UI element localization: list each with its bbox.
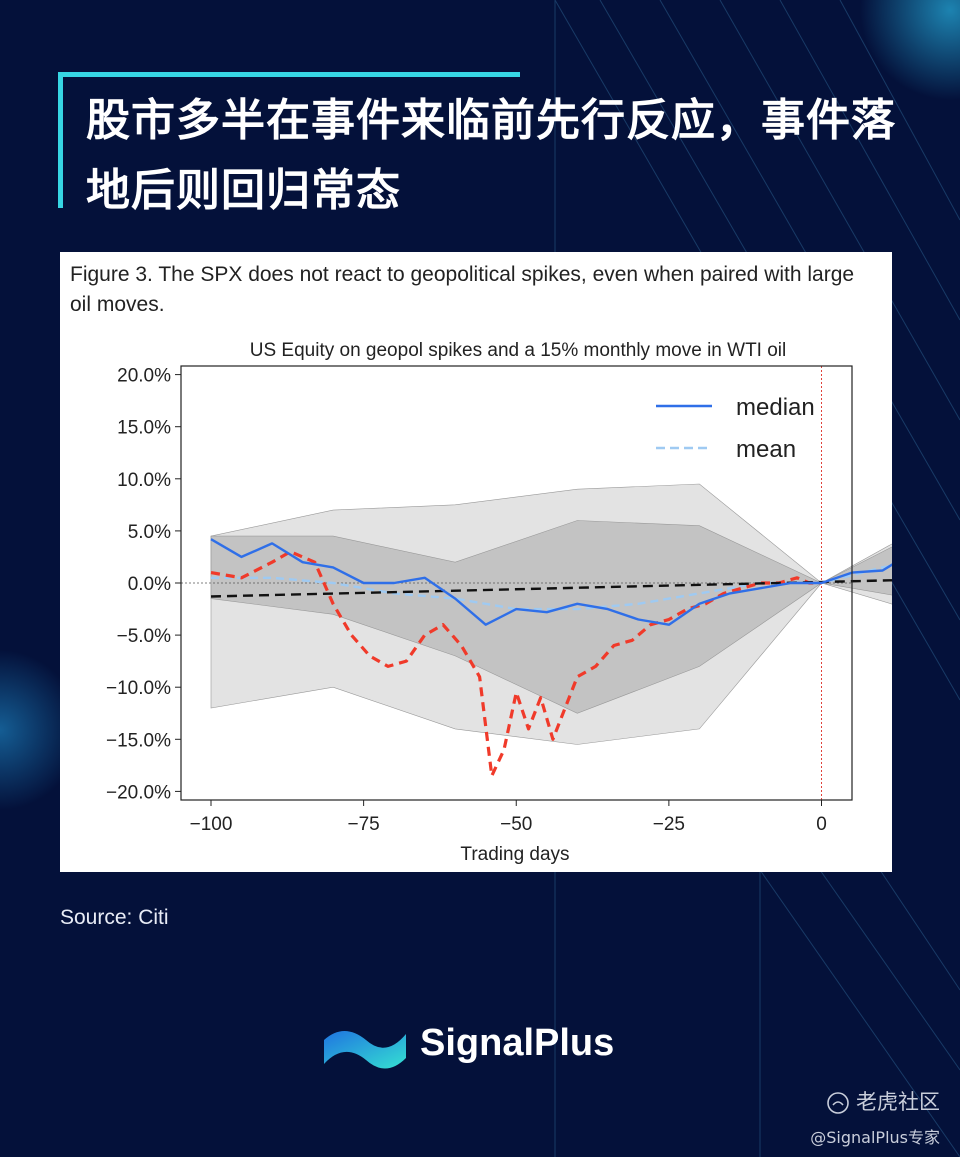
series-lines bbox=[210, 538, 892, 778]
signalplus-logo-icon bbox=[324, 1031, 406, 1069]
x-axis-label: Trading days bbox=[460, 844, 569, 865]
watermark: 老虎社区 @SignalPlus专家 bbox=[810, 1086, 940, 1148]
y-tick-label: −5.0% bbox=[117, 626, 172, 647]
x-tick-label: −50 bbox=[500, 814, 532, 835]
watermark-sub: @SignalPlus专家 bbox=[810, 1128, 940, 1147]
y-tick-label: 20.0% bbox=[117, 366, 171, 387]
headline-block: 股市多半在事件来临前先行反应，事件落地后则回归常态 bbox=[58, 72, 918, 216]
y-tick-label: 0.0% bbox=[128, 574, 171, 595]
y-tick-label: −20.0% bbox=[106, 782, 171, 803]
oil-spike-line bbox=[210, 550, 822, 778]
headline-accent-top bbox=[58, 72, 520, 77]
confidence-bands bbox=[210, 483, 892, 745]
legend: median mean bbox=[656, 394, 815, 463]
x-tick-label: 0 bbox=[816, 814, 827, 835]
chart-title: US Equity on geopol spikes and a 15% mon… bbox=[250, 340, 787, 361]
median-line bbox=[210, 538, 892, 626]
legend-label-mean: mean bbox=[736, 436, 796, 463]
y-tick-label: −10.0% bbox=[106, 678, 171, 699]
figure-card: Figure 3. The SPX does not react to geop… bbox=[60, 252, 892, 872]
brand-name: SignalPlus bbox=[420, 1022, 615, 1064]
source-note: Source: Citi bbox=[60, 906, 169, 929]
y-tick-label: 5.0% bbox=[128, 522, 171, 543]
y-tick-label: 10.0% bbox=[117, 470, 171, 491]
x-tick-label: −75 bbox=[348, 814, 380, 835]
x-tick-label: −25 bbox=[653, 814, 685, 835]
y-tick-label: −15.0% bbox=[106, 730, 171, 751]
band-0 bbox=[210, 520, 892, 714]
brand-logo: SignalPlus bbox=[322, 1014, 652, 1078]
headline: 股市多半在事件来临前先行反应，事件落地后则回归常态 bbox=[86, 95, 896, 216]
legend-label-median: median bbox=[736, 394, 815, 421]
chart: US Equity on geopol spikes and a 15% mon… bbox=[106, 340, 892, 865]
x-tick-label: −100 bbox=[190, 814, 233, 835]
tiger-community-icon bbox=[827, 1092, 849, 1114]
watermark-main: 老虎社区 bbox=[856, 1090, 940, 1114]
y-axis-ticks: 20.0% 15.0% 10.0% 5.0% 0.0% −5.0% −10.0% −15.0%… bbox=[106, 366, 181, 803]
figure-caption: Figure 3. The SPX does not react to geop… bbox=[70, 263, 855, 316]
x-axis-ticks: −100−75−50−250255075100 bbox=[190, 800, 827, 835]
headline-accent-left bbox=[58, 72, 63, 208]
y-tick-label: 15.0% bbox=[117, 418, 171, 439]
